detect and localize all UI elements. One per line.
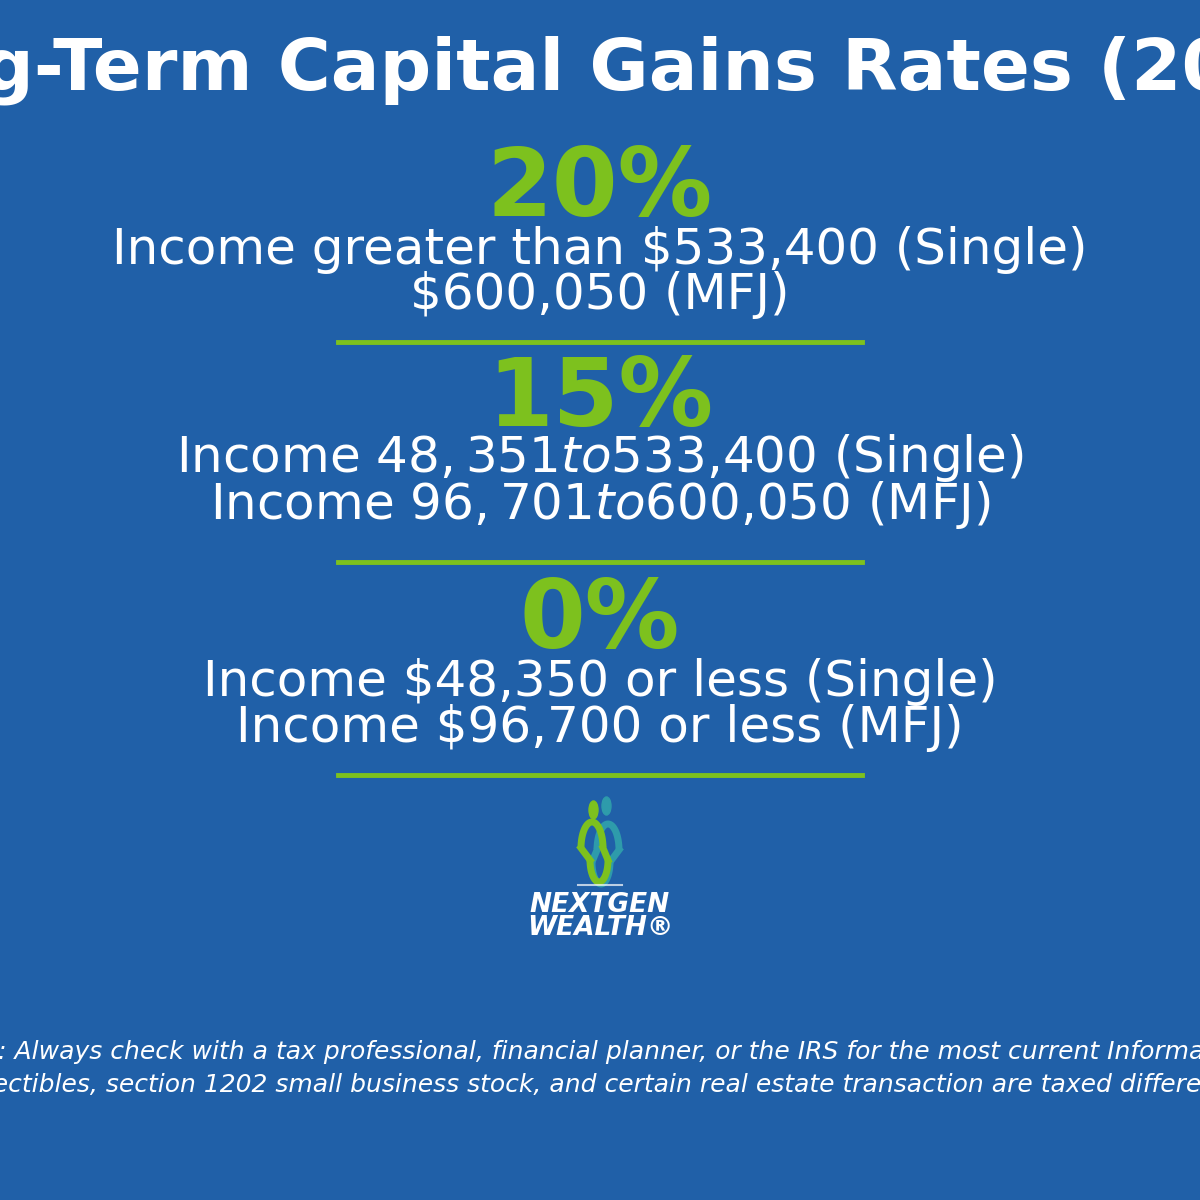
Text: 15%: 15% bbox=[487, 354, 713, 446]
Text: WEALTH®: WEALTH® bbox=[527, 914, 673, 941]
Text: Collectibles, section 1202 small business stock, and certain real estate transac: Collectibles, section 1202 small busines… bbox=[0, 1073, 1200, 1097]
Text: Long-Term Capital Gains Rates (2025): Long-Term Capital Gains Rates (2025) bbox=[0, 35, 1200, 104]
Text: NEXTGEN: NEXTGEN bbox=[530, 892, 670, 918]
Text: Income $96,700 or less (MFJ): Income $96,700 or less (MFJ) bbox=[236, 704, 964, 752]
Text: Income $96,701 to $600,050 (MFJ): Income $96,701 to $600,050 (MFJ) bbox=[210, 479, 990, 530]
Circle shape bbox=[602, 797, 611, 815]
Text: Income $48,350 or less (Single): Income $48,350 or less (Single) bbox=[203, 658, 997, 706]
Text: $600,050 (MFJ): $600,050 (MFJ) bbox=[410, 271, 790, 319]
Text: 20%: 20% bbox=[487, 144, 713, 236]
Text: Income greater than $533,400 (Single): Income greater than $533,400 (Single) bbox=[113, 226, 1087, 274]
Text: 0%: 0% bbox=[520, 576, 680, 668]
Text: Income $48,351 to $533,400 (Single): Income $48,351 to $533,400 (Single) bbox=[176, 432, 1024, 484]
Text: Note: Always check with a tax professional, financial planner, or the IRS for th: Note: Always check with a tax profession… bbox=[0, 1040, 1200, 1064]
Circle shape bbox=[589, 802, 598, 818]
